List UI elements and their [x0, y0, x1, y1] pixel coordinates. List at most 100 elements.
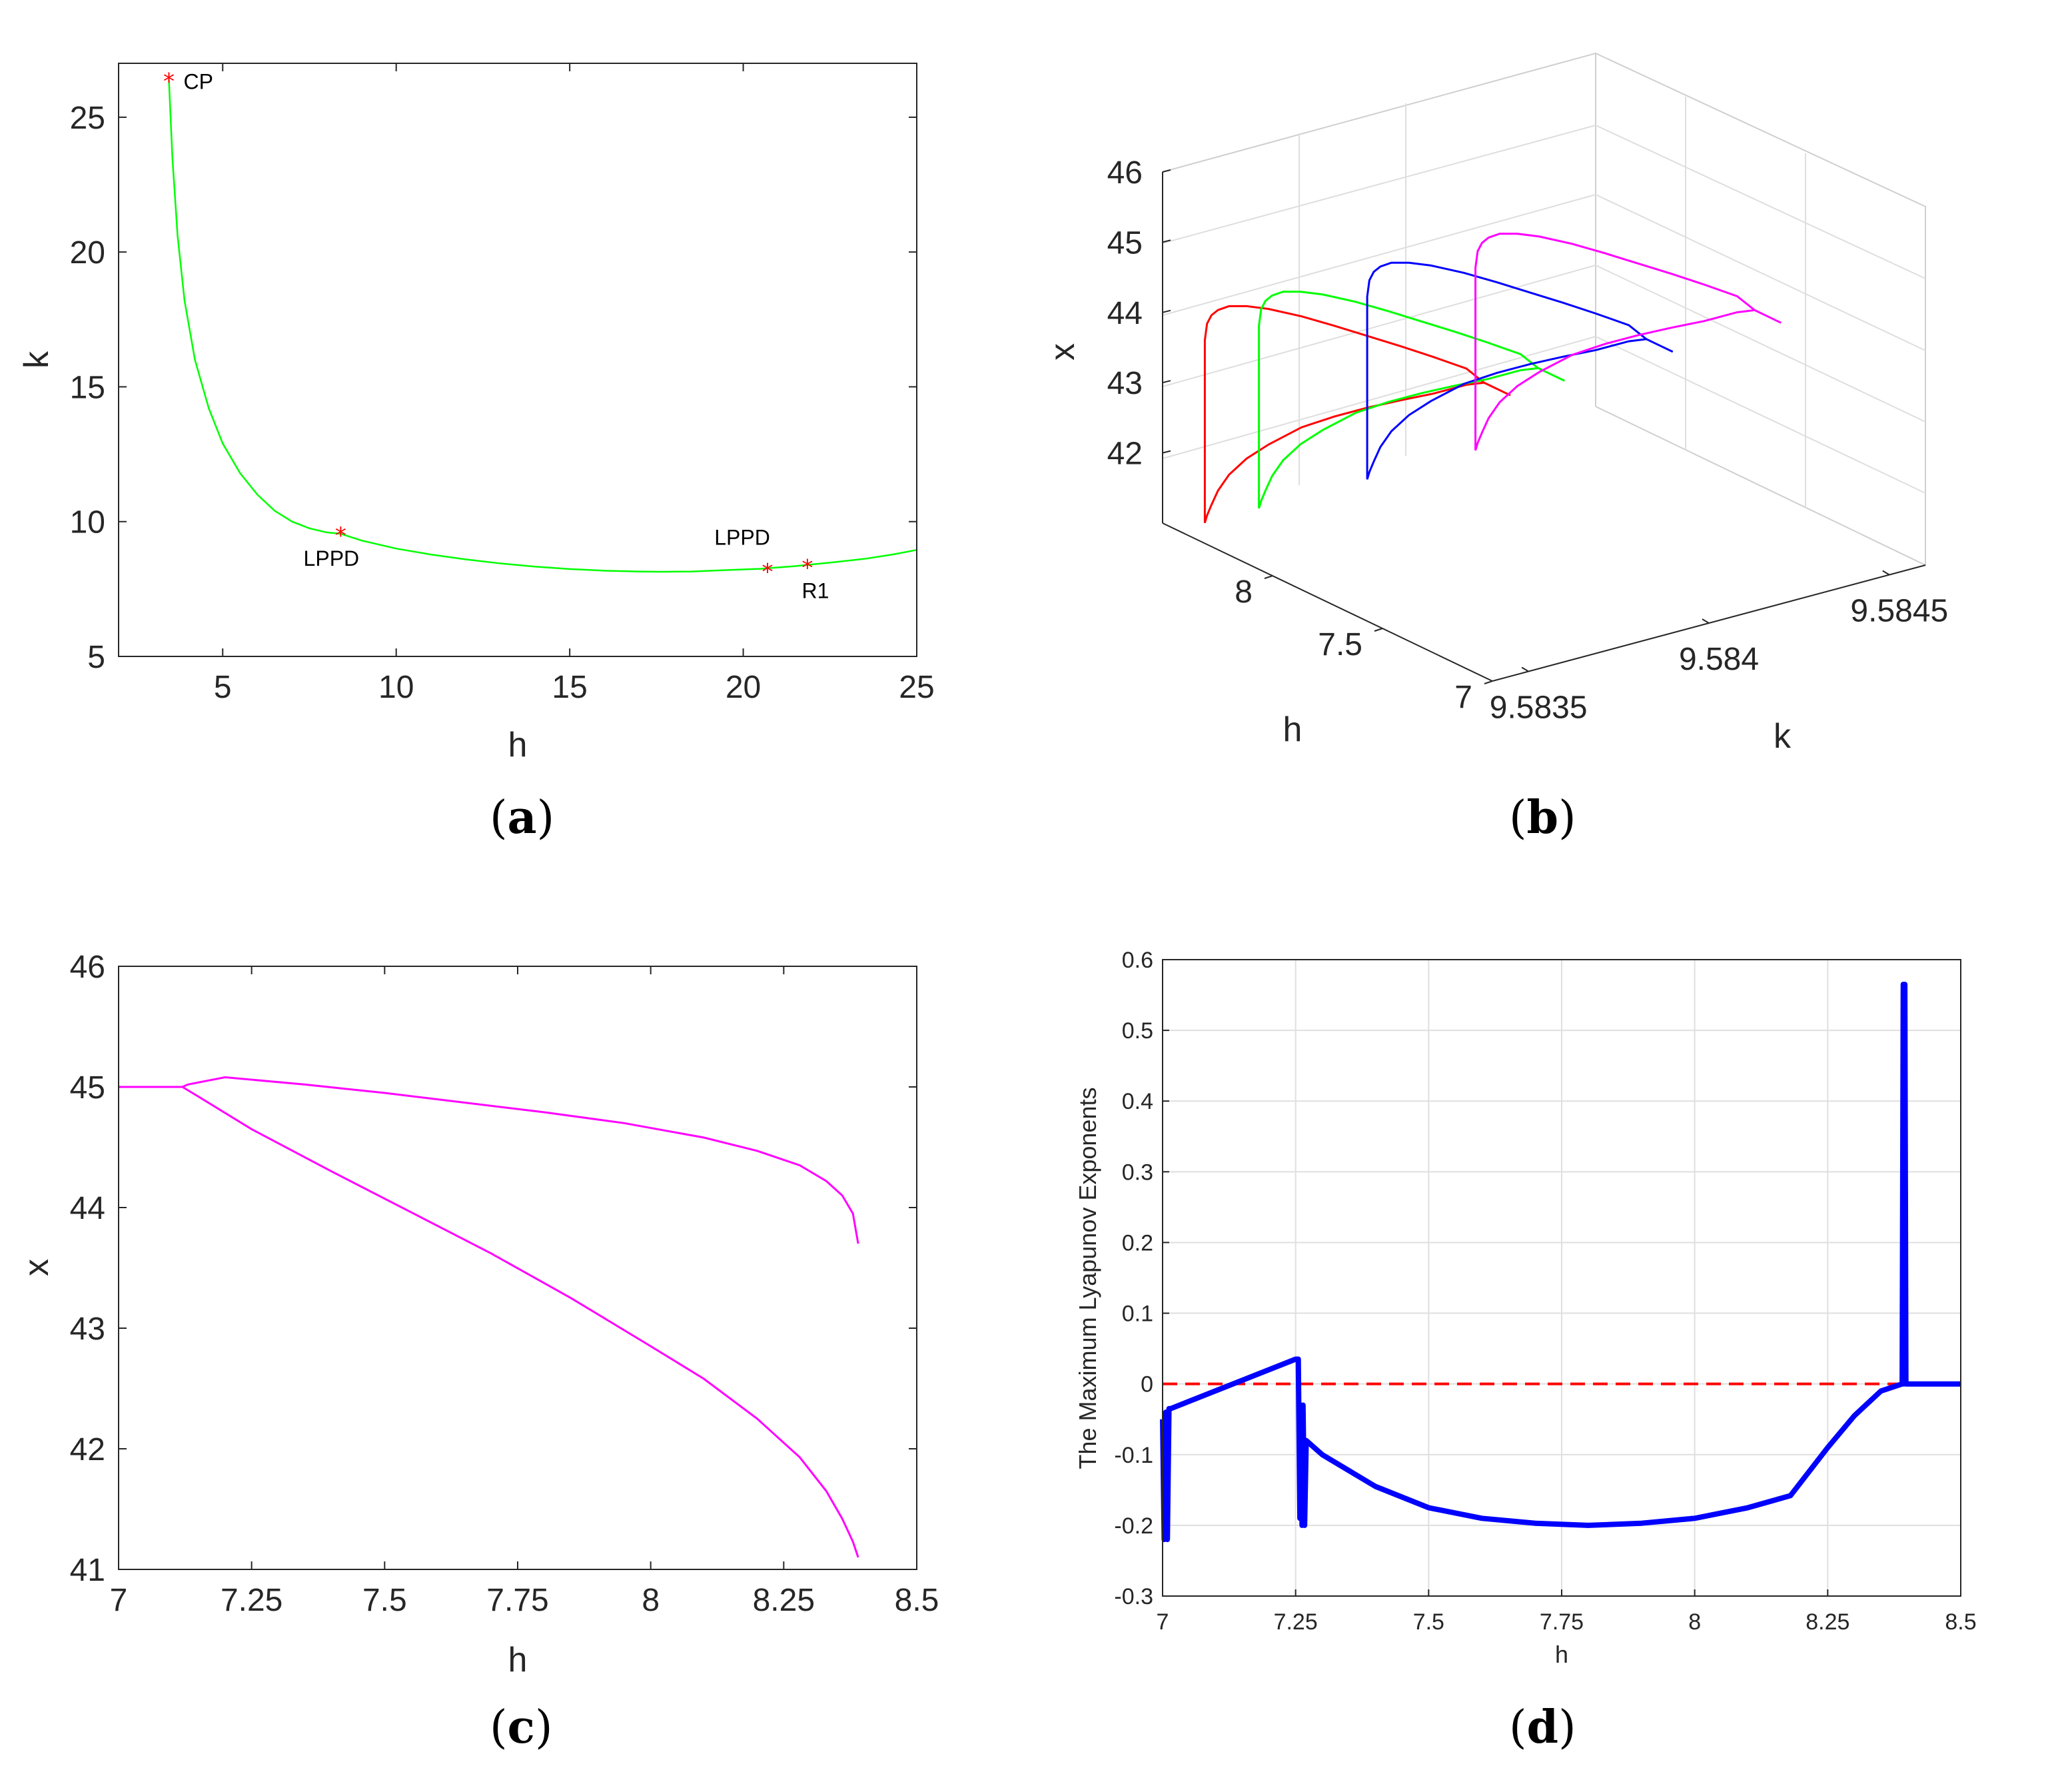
panel-c-branch-2	[182, 1086, 859, 1558]
panel-a-point-marker: *	[801, 554, 813, 581]
panel-c-xtick-label: 7.75	[486, 1583, 548, 1618]
panel-b-htick-mark	[1484, 680, 1493, 684]
panel-a-series	[168, 79, 917, 573]
panel-c-ytick-label: 44	[70, 1191, 105, 1226]
panel-b-htick-label: 7.5	[1318, 627, 1362, 662]
panel-c-caption: (c)	[490, 1701, 552, 1754]
panel-b-xtick-label: 45	[1107, 225, 1143, 261]
panel-c-xtick-label: 7	[110, 1583, 128, 1618]
panel-a-xtick-label: 25	[899, 670, 934, 705]
panel-c-ytick-label: 45	[70, 1070, 105, 1106]
panel-d-ytick-label: -0.3	[1114, 1584, 1153, 1609]
panel-b-htick-label: 8	[1235, 574, 1253, 610]
panel-d-ytick-label: 0.5	[1122, 1018, 1153, 1044]
panel-d-caption: (d)	[1509, 1701, 1576, 1754]
panel-b-ktick-label: 9.5845	[1850, 594, 1948, 629]
panel-a-point-marker: *	[762, 559, 774, 586]
panel-a-point-label: LPPD	[304, 546, 360, 570]
panel-d: 7 7.25 7.5 7.75 8 8.25 8.5 -0.3 -0.2 -0.1 0 0.1 0.2 0…	[1074, 948, 1977, 1754]
panel-b-htick-mark	[1264, 575, 1273, 579]
panel-b-back-wall-left	[1162, 52, 1596, 523]
panel-c-axes-box	[118, 966, 917, 1570]
panel-a-point-label: R1	[801, 578, 829, 602]
panel-c-ytick-label: 41	[70, 1553, 105, 1588]
panel-b-zlabel: k	[1774, 717, 1792, 756]
panel-c-ytick-label: 46	[70, 950, 105, 985]
panel-d-xtick-label: 7.25	[1274, 1609, 1318, 1635]
panel-d-xlabel: h	[1555, 1641, 1568, 1668]
panel-d-ytick-label: 0.3	[1122, 1160, 1153, 1185]
panel-d-ytick-label: 0	[1141, 1372, 1153, 1397]
panel-b-h-axis-line	[1162, 522, 1493, 682]
panel-d-xtick-label: 8.5	[1945, 1609, 1976, 1635]
panel-a-ylabel: k	[17, 351, 56, 369]
panel-a-point-label: LPPD	[714, 526, 770, 550]
panel-c-xtick-label: 7.5	[362, 1583, 407, 1618]
panel-d-ytick-label: 0.2	[1122, 1230, 1153, 1256]
panel-d-ylabel: The Maximum Lyapunov Exponents	[1074, 1088, 1101, 1469]
panel-b-branch-red	[1203, 305, 1511, 524]
panel-a-point-marker: *	[335, 522, 346, 549]
panel-b-xtick-mark	[1162, 239, 1171, 243]
panel-a-ytick-label: 5	[87, 640, 105, 675]
panel-b-branch-magenta	[1474, 233, 1782, 451]
panel-c-series	[119, 1076, 859, 1558]
panel-b-ktick-label: 9.5835	[1490, 690, 1588, 726]
panel-b-grid	[1162, 97, 1926, 508]
panel-d-xtick-label: 8	[1688, 1609, 1701, 1635]
panel-b-ktick-label: 9.584	[1679, 642, 1759, 677]
panel-b-series	[1203, 233, 1782, 524]
panel-c-xtick-label: 8.25	[753, 1583, 815, 1618]
panel-a-ytick-label: 25	[70, 101, 105, 136]
panel-c-ytick-label: 43	[70, 1312, 105, 1347]
panel-c-branch-1	[119, 1076, 859, 1244]
panel-b-htick-label: 7	[1454, 680, 1472, 715]
panel-a-xtick-label: 20	[726, 670, 761, 705]
panel-d-xtick-label: 8.25	[1806, 1609, 1849, 1635]
panel-d-ticks: 7 7.25 7.5 7.75 8 8.25 8.5 -0.3 -0.2 -0.1 0 0.1 0.2 0…	[1114, 948, 1976, 1635]
panel-d-ytick-label: -0.1	[1114, 1443, 1153, 1468]
panel-c-ticks: 7 7.25 7.5 7.75 8 8.25 8.5 41 42 43 44 45 46	[70, 950, 939, 1618]
panel-a-point-label: CP	[184, 69, 213, 93]
panel-a-axes-box	[118, 63, 917, 657]
panel-b-box	[1162, 52, 1926, 682]
panel-d-mle-curve	[1160, 982, 1961, 1543]
panel-a-ytick-label: 15	[70, 370, 105, 405]
panel-b-xtick-label: 46	[1107, 155, 1143, 191]
panel-b-branch-blue	[1366, 261, 1674, 480]
panel-b-xtick-mark	[1162, 450, 1171, 454]
panel-d-ytick-label: 0.1	[1122, 1302, 1153, 1327]
panel-b-xtick-label: 42	[1107, 437, 1143, 472]
panel-b-ktick-mark	[1702, 618, 1710, 624]
panel-d-axes-box	[1162, 959, 1961, 1597]
panel-d-xtick-label: 7	[1157, 1609, 1169, 1635]
panel-a-points: * CP*LPPD*LPPD*R1	[163, 68, 829, 602]
panel-a-ticks: 5 10 15 20 25 5 10 15 20 25	[70, 63, 935, 705]
panel-a-xlabel: h	[508, 726, 528, 764]
panel-b-xtick-mark	[1162, 380, 1171, 384]
panel-c-xtick-label: 8.5	[895, 1583, 939, 1618]
panel-a-xtick-label: 10	[378, 670, 414, 705]
panel-b-back-wall-right	[1595, 53, 1926, 566]
panel-a-point-marker: *	[163, 68, 175, 95]
panel-d-xtick-label: 7.5	[1413, 1609, 1444, 1635]
panel-c-xtick-label: 7.25	[221, 1583, 282, 1618]
panel-b-ktick-mark	[1521, 666, 1529, 672]
panel-b-htick-mark	[1374, 628, 1383, 632]
panel-b-xtick-mark	[1162, 169, 1171, 173]
panel-a-xtick-label: 15	[552, 670, 587, 705]
panel-a-curve	[168, 79, 917, 573]
panel-b: 42 43 44 45 46 7 7.5 8 9.5835 9.584 9.5845 x h k (…	[1043, 52, 1948, 844]
panel-a-ytick-label: 10	[70, 505, 105, 540]
panel-c: 7 7.25 7.5 7.75 8 8.25 8.5 41 42 43 44 45 46 h x (c)	[17, 950, 939, 1754]
panel-a-ytick-label: 20	[70, 235, 105, 271]
panel-b-caption: (b)	[1509, 791, 1576, 844]
panel-c-xlabel: h	[508, 1641, 528, 1679]
panel-d-ytick-label: 0.6	[1122, 948, 1153, 973]
panel-d-ytick-label: -0.2	[1114, 1513, 1153, 1539]
panel-c-ytick-label: 42	[70, 1432, 105, 1467]
panel-c-xtick-label: 8	[642, 1583, 660, 1618]
panel-a-xtick-label: 5	[214, 670, 232, 705]
